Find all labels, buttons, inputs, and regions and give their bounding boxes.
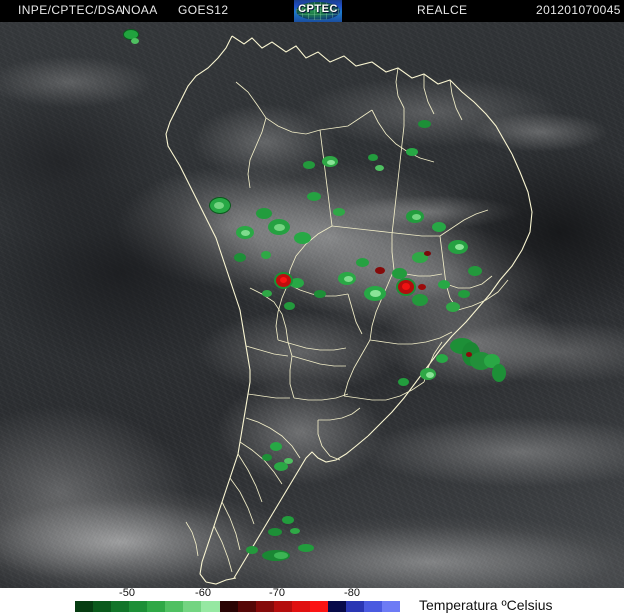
- cloud-top-enhancement: [307, 192, 321, 201]
- cptec-logo-text: CPTEC: [298, 3, 338, 15]
- cloud-top-enhancement: [261, 251, 271, 259]
- cloud-top-enhancement: [406, 148, 418, 156]
- legend-color-swatch: [165, 601, 184, 612]
- header-timestamp: 201201070045: [536, 3, 621, 17]
- cloud-top-enhancement: [284, 302, 295, 310]
- legend-color-swatch: [345, 601, 364, 612]
- cloud-top-enhancement: [274, 462, 288, 471]
- cloud-top-enhancement: [398, 378, 409, 386]
- cloud-top-enhancement: [294, 232, 311, 244]
- cptec-logo-globe-icon: [296, 2, 340, 20]
- cloud-top-enhancement: [418, 120, 431, 128]
- cloud-top-enhancement: [314, 290, 326, 298]
- cloud-top-enhancement: [131, 38, 139, 44]
- cloud-top-enhancement: [290, 278, 304, 288]
- cloud-top-enhancement: [303, 161, 315, 169]
- cloud-top-enhancement: [412, 252, 428, 263]
- legend-color-swatch: [219, 601, 238, 612]
- cloud-top-enhancement: [268, 528, 282, 536]
- cloud-top-enhancement: [375, 165, 384, 171]
- legend-color-swatch: [237, 601, 256, 612]
- legend-color-swatch: [147, 601, 166, 612]
- cloud-top-enhancement: [274, 224, 285, 231]
- cloud-top-enhancement: [298, 544, 314, 552]
- legend-color-swatch: [291, 601, 310, 612]
- cloud-top-enhancement: [438, 280, 450, 289]
- legend-tick: -50: [119, 587, 135, 599]
- cloud-top-enhancement: [234, 253, 246, 262]
- cloud-top-enhancement: [446, 302, 460, 312]
- cloud-top-enhancement-severe: [424, 251, 431, 256]
- legend-color-swatch: [111, 601, 130, 612]
- cloud-top-enhancement: [432, 222, 446, 232]
- cloud-top-enhancement: [356, 258, 369, 267]
- cloud-top-enhancement: [214, 202, 224, 209]
- legend-color-swatch: [75, 601, 94, 612]
- cloud-top-enhancement: [270, 442, 282, 451]
- cloud-top-enhancement: [282, 516, 294, 524]
- legend-color-swatch: [201, 601, 220, 612]
- cloud-top-enhancement: [436, 354, 448, 363]
- cloud-top-enhancement: [455, 244, 464, 250]
- cloud-top-enhancement: [256, 208, 272, 219]
- cloud-top-enhancement: [458, 290, 470, 298]
- legend-color-swatch: [93, 601, 112, 612]
- cloud-top-enhancement: [492, 364, 506, 382]
- image-header-bar: INPE/CPTEC/DSA NOAA GOES12 CPTEC REALCE …: [0, 0, 624, 22]
- cloud-top-enhancement: [262, 290, 272, 297]
- legend-tick: -60: [195, 587, 211, 599]
- cloud-top-enhancement: [426, 372, 434, 378]
- cptec-logo-grid-icon: [296, 2, 340, 20]
- legend-color-swatch: [255, 601, 274, 612]
- cloud-top-enhancement-severe: [402, 283, 410, 290]
- country-borders-overlay: [165, 35, 533, 585]
- cloud-top-enhancement: [392, 268, 407, 279]
- color-legend: -50 -60 -70 -80 Temperatura ºCelsius: [0, 587, 624, 614]
- cloud-top-enhancement: [412, 214, 421, 220]
- header-satellite-label: GOES12: [178, 3, 229, 17]
- satellite-image: [0, 22, 624, 588]
- cloud-top-enhancement-severe: [418, 284, 426, 290]
- legend-color-swatch: [183, 601, 202, 612]
- legend-colorbar: [75, 601, 401, 612]
- cloud-top-enhancement: [368, 154, 378, 161]
- legend-color-swatch: [327, 601, 346, 612]
- legend-color-swatch: [309, 601, 328, 612]
- header-product-label: REALCE: [417, 3, 468, 17]
- clear-sky-layer: [0, 22, 624, 588]
- legend-tick-labels: -50 -60 -70 -80: [0, 587, 624, 600]
- cloud-top-enhancement: [370, 290, 381, 297]
- cloud-top-enhancement: [284, 458, 293, 464]
- cptec-logo: CPTEC: [294, 0, 342, 22]
- cloud-top-enhancement-severe: [466, 352, 472, 357]
- cloud-top-enhancement: [468, 266, 482, 276]
- cloud-top-enhancement: [274, 552, 288, 559]
- legend-color-swatch: [273, 601, 292, 612]
- cloud-top-enhancement: [412, 294, 428, 306]
- cloud-top-enhancement: [262, 454, 272, 461]
- legend-color-swatch: [382, 601, 401, 612]
- legend-tick: -70: [269, 587, 285, 599]
- cloud-top-enhancement: [333, 208, 345, 216]
- cloud-top-enhancement-severe: [375, 267, 385, 274]
- legend-color-swatch: [364, 601, 383, 612]
- cloud-top-enhancement: [124, 30, 138, 39]
- legend-color-swatch: [129, 601, 148, 612]
- cloud-top-enhancement: [344, 276, 353, 282]
- cloud-top-enhancement-severe: [280, 277, 287, 283]
- header-agency-label: NOAA: [122, 3, 158, 17]
- cloud-top-enhancement: [290, 528, 300, 534]
- legend-unit-label: Temperatura ºCelsius: [419, 597, 553, 613]
- cloud-top-enhancement: [327, 160, 335, 165]
- cloud-top-enhancement: [246, 546, 258, 554]
- cloud-top-enhancement: [241, 230, 250, 236]
- header-source-label: INPE/CPTEC/DSA: [18, 3, 124, 17]
- legend-tick: -80: [344, 587, 360, 599]
